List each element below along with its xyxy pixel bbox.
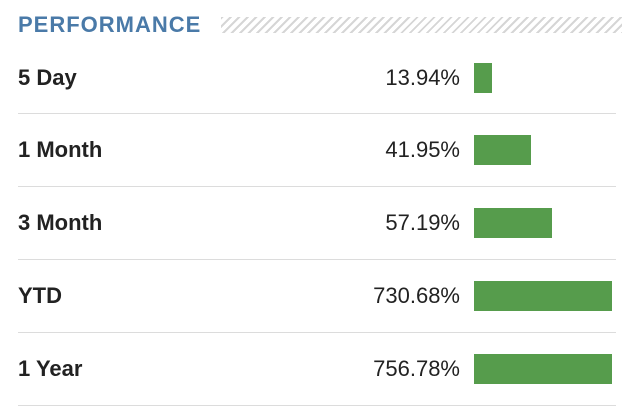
performance-bar xyxy=(474,208,552,238)
bar-track xyxy=(474,281,612,311)
performance-value: 41.95% xyxy=(385,137,460,162)
period-label: YTD xyxy=(18,283,62,308)
performance-bar xyxy=(474,135,531,165)
panel-title: PERFORMANCE xyxy=(18,12,202,37)
bar-track xyxy=(474,208,612,238)
performance-value: 57.19% xyxy=(385,210,460,235)
performance-row-1-month: 1 Month 41.95% xyxy=(18,114,616,187)
performance-bar xyxy=(474,281,612,311)
performance-value: 730.68% xyxy=(373,283,460,308)
performance-value: 756.78% xyxy=(373,356,460,381)
performance-row-5-day: 5 Day 13.94% xyxy=(18,42,616,114)
performance-value: 13.94% xyxy=(385,64,460,90)
performance-bar xyxy=(474,354,612,384)
performance-row-ytd: YTD 730.68% xyxy=(18,260,616,333)
performance-row-1-year: 1 Year 756.78% xyxy=(18,333,616,406)
bar-track xyxy=(474,62,612,93)
panel-header: PERFORMANCE xyxy=(18,10,622,40)
bar-track xyxy=(474,135,612,165)
header-hatch-divider xyxy=(221,17,622,33)
performance-row-3-month: 3 Month 57.19% xyxy=(18,187,616,260)
period-label: 3 Month xyxy=(18,210,103,235)
period-label: 1 Year xyxy=(18,356,83,381)
performance-list: 5 Day 13.94% 1 Month 41.95% 3 Month 57.1… xyxy=(18,42,616,406)
period-label: 1 Month xyxy=(18,137,103,162)
performance-bar xyxy=(474,62,492,93)
period-label: 5 Day xyxy=(18,64,77,90)
bar-track xyxy=(474,354,612,384)
